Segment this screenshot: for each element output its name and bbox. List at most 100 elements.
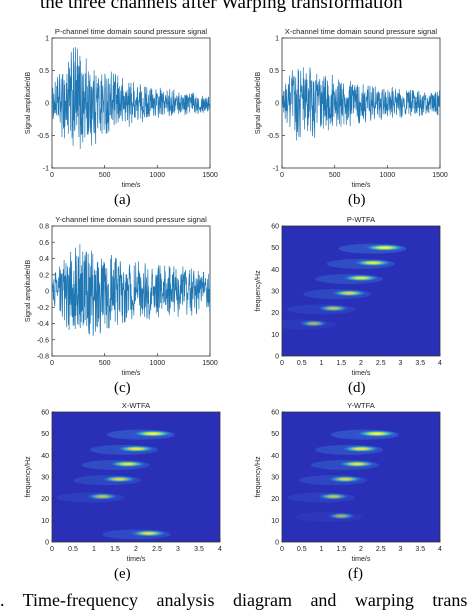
figure-caption-text: . Time-frequency analysis diagram and wa… — [0, 590, 468, 610]
time-signal-chart-1: 0 500 1000 1500 -1 -0.5 0 0.5 1 X-channel time do… — [255, 27, 448, 189]
chart-title: X-WTFA — [122, 401, 150, 410]
y-tick-label: 40 — [271, 453, 279, 460]
x-tick-label: 1 — [320, 360, 324, 367]
y-tick-label: 10 — [271, 518, 279, 525]
y-tick-label: 50 — [41, 431, 49, 438]
x-tick-label: 0 — [280, 360, 284, 367]
y-tick-label: 20 — [271, 310, 279, 317]
y-tick-label: 40 — [271, 267, 279, 274]
x-tick-label: 1.5 — [336, 546, 346, 553]
x-tick-label: 500 — [99, 172, 111, 179]
x-tick-label: 4 — [438, 360, 442, 367]
y-tick-label: 60 — [271, 410, 279, 417]
x-tick-label: 0 — [50, 360, 54, 367]
x-tick-label: 1500 — [202, 360, 218, 367]
heatmap-hotspot — [341, 274, 381, 282]
x-tick-label: 500 — [99, 360, 111, 367]
panel-label-d: (d) — [348, 380, 366, 396]
signal-series-line — [52, 47, 210, 149]
y-tick-label: 30 — [271, 289, 279, 296]
heatmap-hotspot — [354, 430, 399, 438]
y-axis-label: frequency/Hz — [255, 456, 262, 498]
heatmap-hotspot — [337, 460, 378, 468]
y-tick-label: 20 — [41, 496, 49, 503]
y-tick-label: -0.8 — [37, 354, 49, 361]
y-axis-label: frequency/Hz — [25, 456, 32, 498]
y-tick-label: 10 — [41, 518, 49, 525]
signal-series-line — [52, 244, 210, 336]
x-tick-label: 4 — [438, 546, 442, 553]
heatmap-hotspot — [316, 493, 350, 500]
x-tick-label: 1000 — [150, 172, 166, 179]
x-tick-label: 3 — [399, 546, 403, 553]
chart-title: P-channel time domain sound pressure sig… — [55, 27, 208, 36]
x-tick-label: 1000 — [380, 172, 396, 179]
x-tick-label: 0 — [50, 172, 54, 179]
panel-label-f: (f) — [348, 566, 363, 582]
heatmap-hotspot — [85, 493, 119, 500]
y-tick-label: 40 — [41, 453, 49, 460]
y-tick-label: 0 — [275, 354, 279, 361]
y-tick-label: 0.2 — [39, 272, 49, 279]
heatmap-chart-3: 0 0.5 1 1.5 2 2.5 3 3.5 40102030405060P-WTFAtime… — [255, 215, 442, 377]
x-axis-label: time/s — [352, 370, 371, 377]
time-signal-chart-0: 0 500 1000 1500 -1 -0.5 0 0.5 1 P-channel time do… — [25, 27, 218, 189]
y-tick-label: -1 — [43, 166, 49, 173]
y-tick-label: 0.6 — [39, 240, 49, 247]
panel-label-b: (b) — [348, 192, 366, 208]
heatmap-hotspot — [340, 445, 382, 453]
y-axis-label: Signal amplitude/dB — [25, 72, 32, 135]
y-tick-label: 0.5 — [269, 68, 279, 75]
figure-header-text: the three channels after Warping transfo… — [40, 0, 403, 13]
x-tick-label: 0 — [280, 172, 284, 179]
heatmap-hotspot — [316, 304, 350, 312]
y-tick-label: -1 — [273, 166, 279, 173]
y-axis-label: Signal amplitude/dB — [25, 260, 32, 323]
time-signal-chart-2: 0 500 1000 1500 -0.8 -0.6 -0.4 -0.2 0 0.2 0.4 0.6 0.… — [25, 215, 218, 377]
x-tick-label: 2.5 — [376, 546, 386, 553]
y-tick-label: 50 — [271, 431, 279, 438]
y-tick-label: 30 — [271, 475, 279, 482]
chart-title: Y-WTFA — [347, 401, 375, 410]
y-tick-label: 20 — [271, 496, 279, 503]
y-tick-label: 0 — [45, 289, 49, 296]
y-tick-label: 1 — [45, 36, 49, 43]
y-tick-label: 60 — [41, 410, 49, 417]
x-tick-label: 1 — [92, 546, 96, 553]
x-axis-label: time/s — [127, 556, 146, 563]
x-tick-label: 1500 — [202, 172, 218, 179]
heatmap-hotspot — [326, 512, 356, 520]
x-tick-label: 3 — [176, 546, 180, 553]
panel-label-e: (e) — [114, 566, 131, 582]
x-tick-label: 2 — [359, 546, 363, 553]
panel-label-a: (a) — [114, 192, 131, 208]
x-tick-label: 0.5 — [297, 360, 307, 367]
x-tick-label: 2 — [359, 360, 363, 367]
x-tick-label: 2 — [134, 546, 138, 553]
x-tick-label: 3 — [399, 360, 403, 367]
y-tick-label: -0.4 — [37, 321, 49, 328]
x-tick-label: 2.5 — [376, 360, 386, 367]
x-axis-label: time/s — [122, 370, 141, 377]
y-axis-label: Signal amplitude/dB — [255, 72, 262, 135]
x-tick-label: 0.5 — [68, 546, 78, 553]
chart-title: X-channel time domain sound pressure sig… — [285, 27, 438, 36]
x-tick-label: 2.5 — [152, 546, 162, 553]
x-tick-label: 4 — [218, 546, 222, 553]
heatmap-hotspot — [362, 244, 407, 252]
x-axis-label: time/s — [352, 182, 371, 189]
y-tick-label: 0.5 — [39, 68, 49, 75]
heatmap-hotspot — [330, 289, 369, 297]
y-tick-label: -0.2 — [37, 305, 49, 312]
heatmap-hotspot — [352, 259, 394, 267]
y-tick-label: 0 — [275, 101, 279, 108]
heatmap-chart-5: 0 0.5 1 1.5 2 2.5 3 3.5 40102030405060Y-WTFAtime… — [255, 401, 442, 563]
x-tick-label: 0 — [50, 546, 54, 553]
y-tick-label: -0.5 — [267, 133, 279, 140]
heatmap-hotspot — [130, 430, 175, 438]
y-tick-label: 50 — [271, 245, 279, 252]
heatmap-hotspot — [115, 445, 157, 453]
y-tick-label: 10 — [271, 332, 279, 339]
y-tick-label: 0 — [45, 101, 49, 108]
